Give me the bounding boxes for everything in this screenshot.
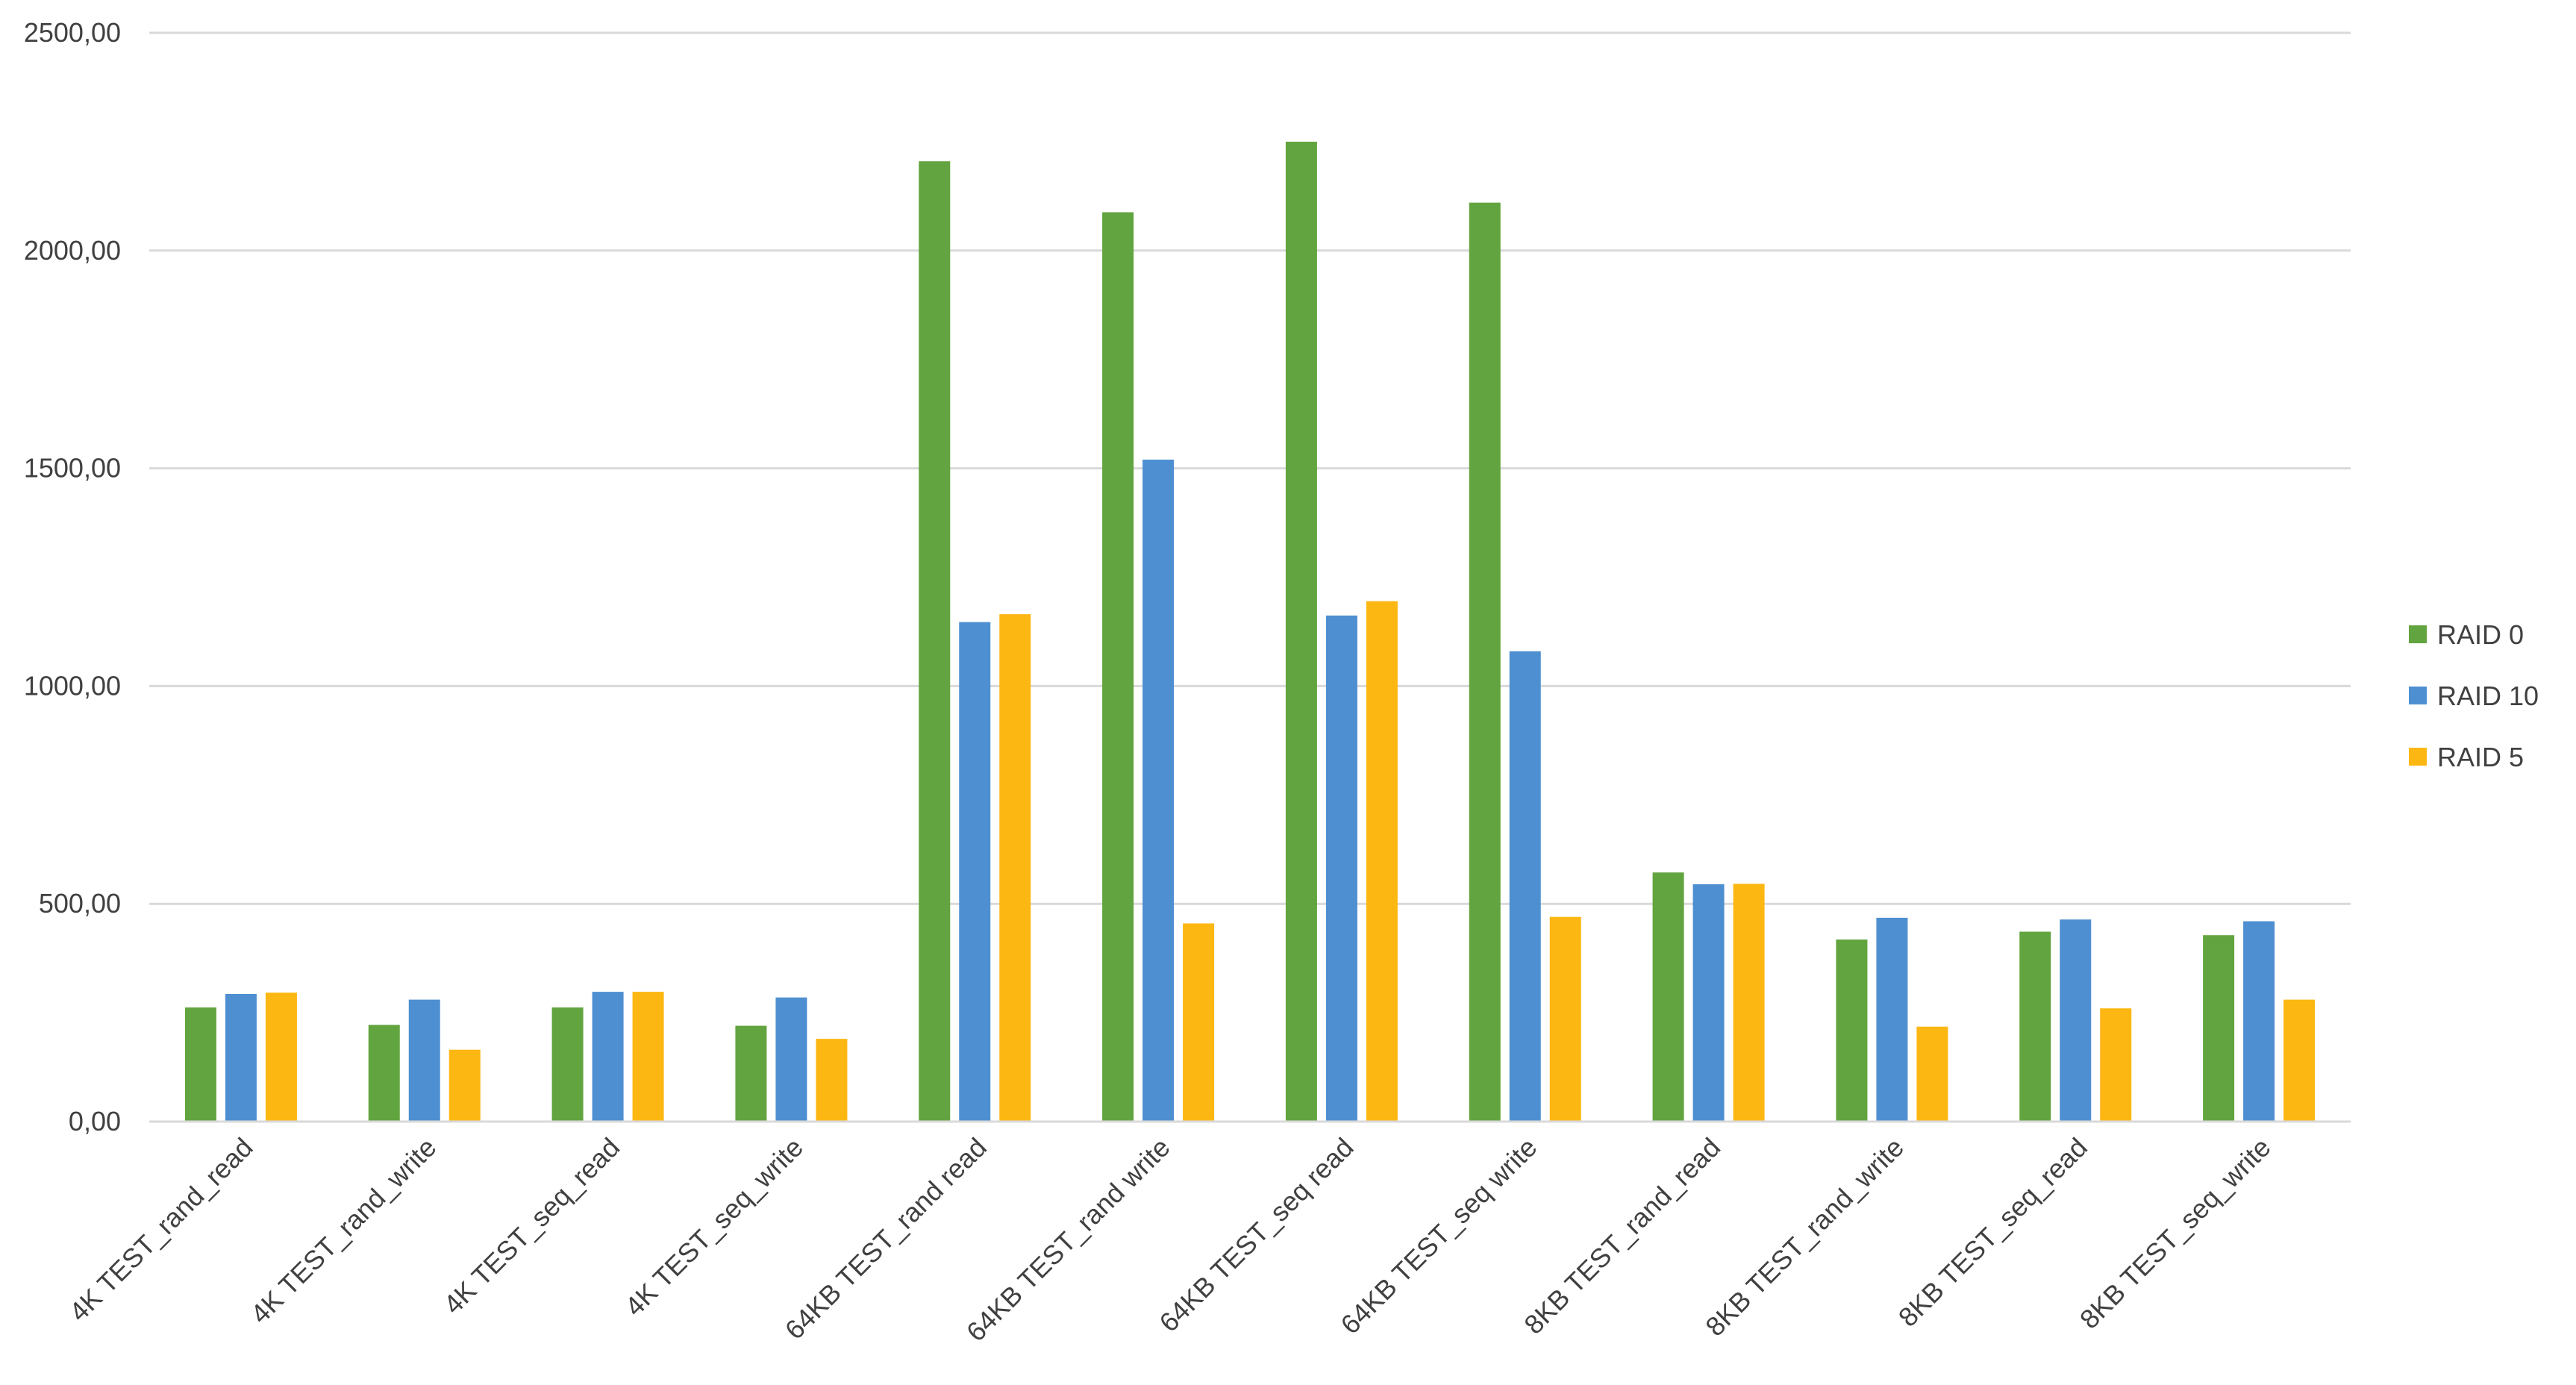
bar bbox=[735, 1025, 767, 1122]
bar bbox=[1142, 459, 1175, 1122]
legend-swatch bbox=[2409, 625, 2427, 643]
x-category-label: 8KB TEST_rand_read bbox=[1518, 1132, 1726, 1340]
bar bbox=[2283, 999, 2316, 1122]
bar bbox=[1509, 651, 1541, 1122]
bar bbox=[448, 1049, 481, 1122]
bar bbox=[775, 997, 807, 1122]
bar bbox=[551, 1007, 584, 1122]
legend-swatch bbox=[2409, 687, 2427, 704]
x-category-label: 64KB TEST_seq read bbox=[1153, 1132, 1359, 1338]
bar bbox=[1876, 917, 1908, 1122]
bar bbox=[1366, 601, 1398, 1122]
x-category-label: 4K TEST_rand_read bbox=[63, 1132, 259, 1328]
x-category-label: 4K TEST_seq_write bbox=[619, 1132, 809, 1322]
bar bbox=[1652, 872, 1684, 1122]
bar bbox=[1325, 615, 1357, 1122]
x-category-label: 64KB TEST_rand write bbox=[960, 1132, 1176, 1348]
bar bbox=[632, 992, 664, 1122]
bar bbox=[592, 992, 624, 1122]
x-category-label: 8KB TEST_seq_write bbox=[2074, 1132, 2277, 1335]
legend-label: RAID 5 bbox=[2437, 742, 2524, 772]
x-category-label: 4K TEST_rand_write bbox=[245, 1132, 443, 1330]
bar bbox=[816, 1039, 848, 1122]
y-tick-label: 1500,00 bbox=[24, 453, 121, 484]
bar bbox=[1836, 940, 1868, 1122]
x-category-label: 8KB TEST_rand_write bbox=[1699, 1132, 1910, 1342]
bar bbox=[265, 992, 297, 1122]
bar bbox=[2203, 935, 2235, 1122]
bar bbox=[1285, 141, 1317, 1122]
bars bbox=[184, 141, 2316, 1122]
grid-lines bbox=[149, 31, 2351, 905]
bar bbox=[959, 622, 991, 1122]
bar bbox=[225, 994, 257, 1122]
legend-label: RAID 10 bbox=[2437, 681, 2539, 711]
y-tick-label: 2000,00 bbox=[24, 235, 121, 266]
bar bbox=[408, 999, 440, 1122]
bar bbox=[2243, 921, 2275, 1122]
x-category-label: 4K TEST_seq_read bbox=[437, 1132, 625, 1320]
bar bbox=[2100, 1008, 2132, 1122]
y-tick-label: 1000,00 bbox=[24, 670, 121, 701]
legend-swatch bbox=[2409, 748, 2427, 766]
y-tick-label: 0,00 bbox=[69, 1106, 121, 1137]
x-category-label: 64KB TEST_seq write bbox=[1334, 1132, 1542, 1340]
bar bbox=[999, 614, 1031, 1122]
y-tick-label: 2500,00 bbox=[24, 17, 121, 48]
x-category-label: 64KB TEST_rand read bbox=[779, 1132, 992, 1345]
y-tick-label: 500,00 bbox=[39, 888, 121, 919]
bar bbox=[1916, 1026, 1948, 1122]
bar bbox=[919, 161, 951, 1122]
bar bbox=[2019, 931, 2051, 1122]
bar bbox=[368, 1025, 400, 1122]
bar bbox=[1183, 923, 1215, 1122]
bar bbox=[1692, 884, 1725, 1122]
x-category-label: 8KB TEST_seq_read bbox=[1892, 1132, 2093, 1333]
y-axis-tick-labels: 0,00 500,00 1000,00 1500,00 2000,00 2500,00 bbox=[24, 17, 121, 1137]
bar bbox=[1549, 916, 1581, 1122]
bar bbox=[2060, 919, 2092, 1122]
legend-label: RAID 0 bbox=[2437, 619, 2524, 650]
bar bbox=[1733, 884, 1765, 1122]
legend: RAID 0 RAID 10 RAID 5 bbox=[2409, 619, 2539, 772]
bar bbox=[1102, 212, 1134, 1122]
bar bbox=[184, 1007, 216, 1122]
bar bbox=[1469, 202, 1501, 1122]
